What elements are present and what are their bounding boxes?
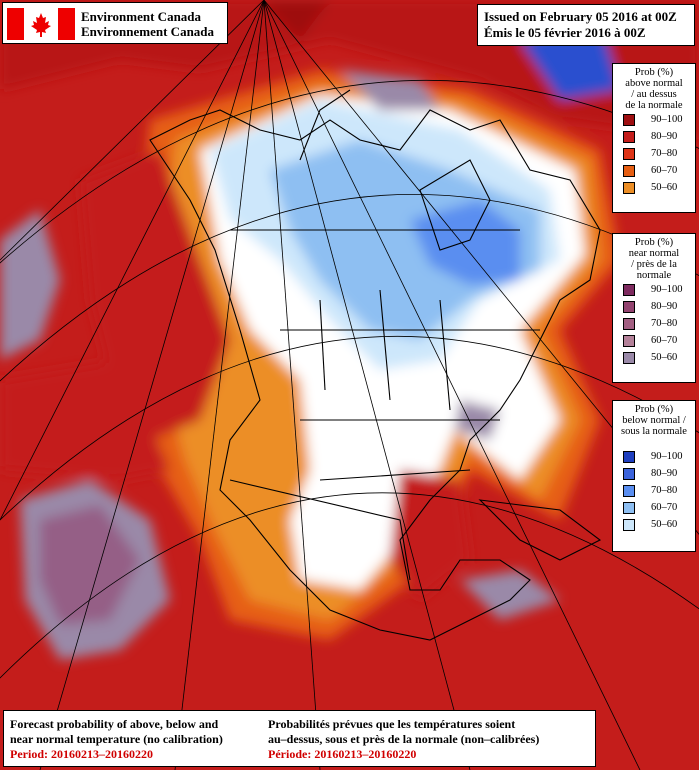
agency-branding: Environment Canada Environnement Canada — [2, 2, 228, 44]
legend-above-title-line: Prob (%) — [634, 67, 674, 78]
legend-range-label: 60–70 — [651, 335, 678, 346]
legend-range-label: 80–90 — [651, 468, 678, 479]
legend-near-title-line: normale — [636, 270, 672, 281]
legend-swatch — [623, 352, 635, 364]
agency-name-en: Environment Canada — [81, 9, 202, 24]
legend-above-row: 80–90 — [613, 129, 695, 146]
issued-fr: Émis le 05 février 2016 à 00Z — [484, 25, 646, 40]
legend-below-row: 90–100 — [613, 449, 695, 466]
legend-below-title-line: sous la normale — [621, 426, 687, 437]
legend-below-title-line: below normal / — [622, 415, 686, 426]
caption-fr-line2: au–dessus, sous et près de la normale (n… — [268, 732, 540, 746]
legend-swatch — [623, 284, 635, 296]
legend-range-label: 50–60 — [651, 519, 678, 530]
legend-range-label: 70–80 — [651, 318, 678, 329]
caption-fr-line1: Probabilités prévues que les température… — [268, 717, 516, 731]
legend-swatch — [623, 148, 635, 160]
legend-range-label: 70–80 — [651, 148, 678, 159]
legend-near-title-line: near normal — [628, 248, 680, 259]
legend-swatch — [623, 301, 635, 313]
legend-range-label: 60–70 — [651, 502, 678, 513]
legend-above-row: 60–70 — [613, 163, 695, 180]
legend-swatch — [623, 131, 635, 143]
legend-swatch — [623, 502, 635, 514]
caption-english: Forecast probability of above, below and… — [10, 717, 262, 762]
issue-date-box: Issued on February 05 2016 at 00Z Émis l… — [477, 4, 695, 46]
legend-swatch — [623, 165, 635, 177]
legend-above-title-line: above normal — [625, 78, 683, 89]
legend-swatch — [623, 468, 635, 480]
period-en: Period: 20160213–20160220 — [10, 747, 153, 761]
legend-range-label: 90–100 — [651, 114, 683, 125]
legend-below-normal: Prob (%) below normal / sous la normale 90–… — [612, 400, 696, 552]
legend-near-row: 90–100 — [613, 282, 695, 299]
legend-above-title-line: / au dessus — [631, 89, 677, 100]
legend-above-title-line: de la normale — [625, 100, 683, 111]
legend-range-label: 50–60 — [651, 182, 678, 193]
legend-below-row: 70–80 — [613, 483, 695, 500]
legend-below-title-line: Prob (%) — [634, 404, 674, 415]
legend-near-row: 80–90 — [613, 299, 695, 316]
legend-swatch — [623, 114, 635, 126]
legend-swatch — [623, 318, 635, 330]
legend-above-row: 50–60 — [613, 180, 695, 197]
legend-below-row: 60–70 — [613, 500, 695, 517]
legend-near-row: 50–60 — [613, 350, 695, 367]
legend-swatch — [623, 182, 635, 194]
legend-range-label: 70–80 — [651, 485, 678, 496]
legend-above-title: Prob (%) above normal / au dessus de la nor… — [613, 64, 695, 112]
legend-range-label: 80–90 — [651, 131, 678, 142]
legend-range-label: 80–90 — [651, 301, 678, 312]
legend-below-row: 50–60 — [613, 517, 695, 534]
legend-range-label: 50–60 — [651, 352, 678, 363]
legend-above-row: 90–100 — [613, 112, 695, 129]
caption-box: Forecast probability of above, below and… — [3, 710, 596, 767]
legend-swatch — [623, 451, 635, 463]
legend-range-label: 90–100 — [651, 451, 683, 462]
coastlines — [149, 89, 602, 641]
legend-above-row: 70–80 — [613, 146, 695, 163]
caption-en-line2: near normal temperature (no calibration) — [10, 732, 223, 746]
legend-near-title-line: / près de la — [631, 259, 677, 270]
legend-near-row: 60–70 — [613, 333, 695, 350]
legend-swatch — [623, 485, 635, 497]
legend-near-normal: Prob (%) near normal / près de la normale 90… — [612, 233, 696, 383]
canada-flag-icon — [7, 8, 75, 40]
legend-below-title: Prob (%) below normal / sous la normale — [613, 401, 695, 449]
legend-range-label: 90–100 — [651, 284, 683, 295]
legend-near-title: Prob (%) near normal / près de la normale — [613, 234, 695, 282]
issued-en: Issued on February 05 2016 at 00Z — [484, 9, 677, 24]
caption-en-line1: Forecast probability of above, below and — [10, 717, 219, 731]
agency-name-fr: Environnement Canada — [81, 24, 215, 39]
period-fr: Période: 20160213–20160220 — [268, 747, 417, 761]
legend-near-row: 70–80 — [613, 316, 695, 333]
legend-range-label: 60–70 — [651, 165, 678, 176]
legend-below-row: 80–90 — [613, 466, 695, 483]
legend-near-title-line: Prob (%) — [634, 237, 674, 248]
legend-above-normal: Prob (%) above normal / au dessus de la nor… — [612, 63, 696, 213]
legend-swatch — [623, 335, 635, 347]
legend-swatch — [623, 519, 635, 531]
caption-french: Probabilités prévues que les température… — [268, 717, 592, 762]
